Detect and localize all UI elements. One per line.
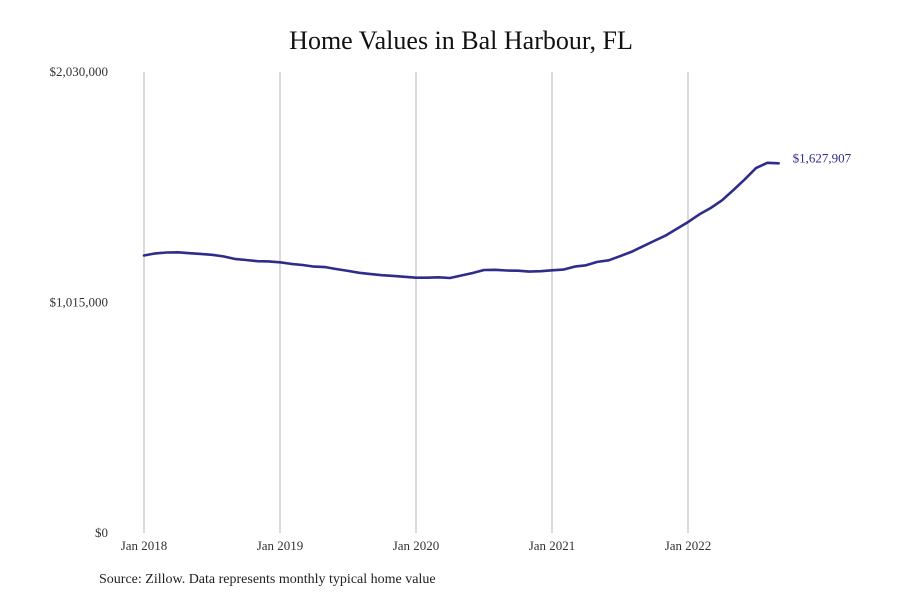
y-tick-label: $2,030,000: [50, 64, 109, 79]
x-tick-label: Jan 2021: [529, 538, 576, 553]
source-note: Source: Zillow. Data represents monthly …: [99, 572, 436, 587]
x-tick-label: Jan 2022: [665, 538, 712, 553]
x-tick-label: Jan 2018: [121, 538, 168, 553]
end-value-label: $1,627,907: [793, 150, 852, 165]
series-line: [142, 161, 780, 280]
chart-title: Home Values in Bal Harbour, FL: [289, 26, 633, 55]
x-axis: Jan 2018 Jan 2019 Jan 2020 Jan 2021 Jan 2022: [121, 538, 712, 553]
x-tick-label: Jan 2020: [393, 538, 440, 553]
series-layer: $1,627,907: [142, 150, 852, 280]
y-tick-label: $1,015,000: [50, 295, 109, 310]
gridlines: [143, 72, 689, 533]
y-tick-label: $0: [95, 525, 108, 540]
x-tick-label: Jan 2019: [257, 538, 304, 553]
y-axis: $0 $1,015,000 $2,030,000: [50, 64, 109, 540]
